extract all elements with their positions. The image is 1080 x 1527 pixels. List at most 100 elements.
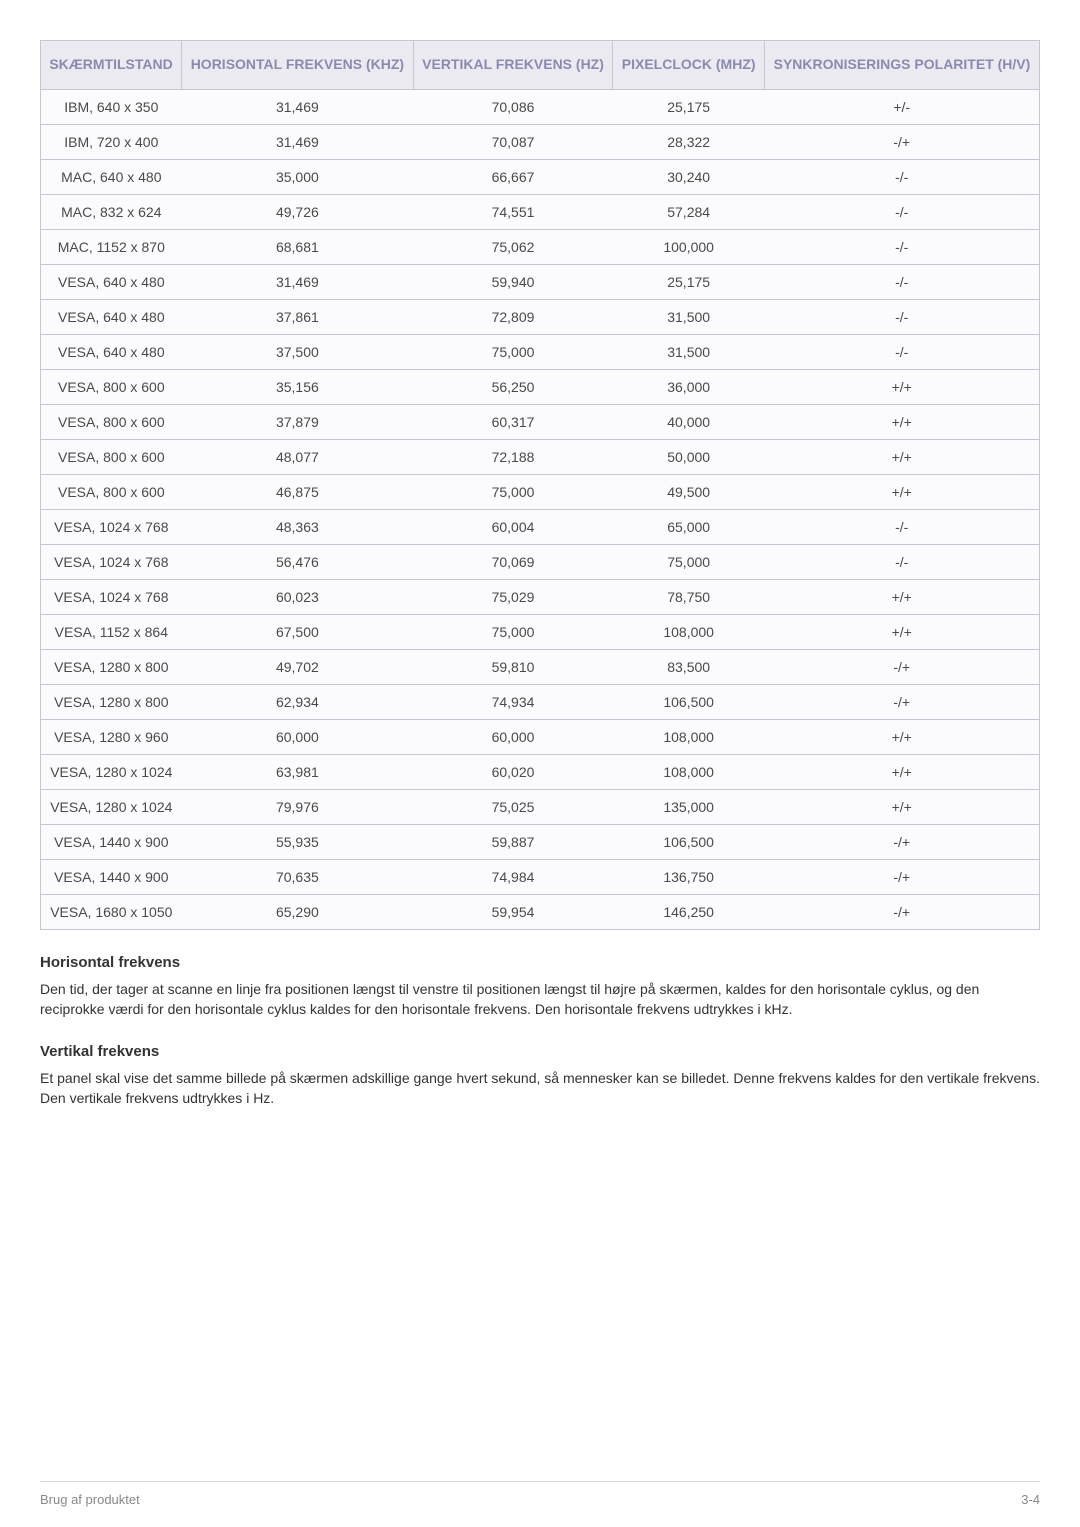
table-cell: 60,004	[413, 509, 613, 544]
table-cell: -/-	[764, 229, 1039, 264]
section-body: Et panel skal vise det samme billede på …	[40, 1068, 1040, 1109]
table-cell: -/-	[764, 299, 1039, 334]
table-cell: +/+	[764, 369, 1039, 404]
table-row: VESA, 1680 x 105065,29059,954146,250-/+	[41, 894, 1040, 929]
page-footer: Brug af produktet 3-4	[40, 1481, 1040, 1507]
table-cell: 50,000	[613, 439, 765, 474]
table-cell: VESA, 1280 x 1024	[41, 789, 182, 824]
col-header-pixelclock: PIXELCLOCK (MHZ)	[613, 41, 765, 90]
table-cell: 67,500	[182, 614, 414, 649]
table-cell: VESA, 800 x 600	[41, 369, 182, 404]
table-cell: 60,020	[413, 754, 613, 789]
table-cell: MAC, 832 x 624	[41, 194, 182, 229]
table-cell: 75,025	[413, 789, 613, 824]
table-cell: 70,086	[413, 89, 613, 124]
table-row: VESA, 1280 x 102463,98160,020108,000+/+	[41, 754, 1040, 789]
table-cell: 75,000	[413, 614, 613, 649]
table-cell: VESA, 1024 x 768	[41, 544, 182, 579]
table-cell: 25,175	[613, 264, 765, 299]
table-cell: -/-	[764, 509, 1039, 544]
table-row: VESA, 640 x 48031,46959,94025,175-/-	[41, 264, 1040, 299]
table-cell: 108,000	[613, 719, 765, 754]
col-header-vfreq: VERTIKAL FREKVENS (HZ)	[413, 41, 613, 90]
table-cell: VESA, 1680 x 1050	[41, 894, 182, 929]
table-cell: VESA, 1280 x 960	[41, 719, 182, 754]
table-cell: -/-	[764, 159, 1039, 194]
table-cell: 75,000	[413, 474, 613, 509]
table-cell: 31,469	[182, 124, 414, 159]
table-cell: 63,981	[182, 754, 414, 789]
table-cell: 59,954	[413, 894, 613, 929]
table-cell: 70,087	[413, 124, 613, 159]
table-cell: 60,000	[182, 719, 414, 754]
table-cell: 48,077	[182, 439, 414, 474]
table-cell: -/+	[764, 894, 1039, 929]
table-row: VESA, 800 x 60037,87960,31740,000+/+	[41, 404, 1040, 439]
table-cell: 31,500	[613, 299, 765, 334]
table-cell: -/-	[764, 334, 1039, 369]
table-row: VESA, 1440 x 90070,63574,984136,750-/+	[41, 859, 1040, 894]
table-cell: 136,750	[613, 859, 765, 894]
table-cell: +/+	[764, 789, 1039, 824]
table-cell: +/+	[764, 754, 1039, 789]
table-cell: 49,500	[613, 474, 765, 509]
table-cell: 56,476	[182, 544, 414, 579]
table-cell: -/-	[764, 544, 1039, 579]
table-row: VESA, 1024 x 76860,02375,02978,750+/+	[41, 579, 1040, 614]
table-cell: +/+	[764, 474, 1039, 509]
table-cell: VESA, 1024 x 768	[41, 579, 182, 614]
table-cell: 70,635	[182, 859, 414, 894]
table-row: MAC, 832 x 62449,72674,55157,284-/-	[41, 194, 1040, 229]
table-cell: -/+	[764, 124, 1039, 159]
table-cell: 30,240	[613, 159, 765, 194]
footer-right: 3-4	[1021, 1492, 1040, 1507]
table-cell: 100,000	[613, 229, 765, 264]
table-cell: 78,750	[613, 579, 765, 614]
table-row: VESA, 1152 x 86467,50075,000108,000+/+	[41, 614, 1040, 649]
table-cell: IBM, 640 x 350	[41, 89, 182, 124]
table-row: VESA, 1440 x 90055,93559,887106,500-/+	[41, 824, 1040, 859]
table-row: IBM, 720 x 40031,46970,08728,322-/+	[41, 124, 1040, 159]
table-cell: 48,363	[182, 509, 414, 544]
table-cell: 62,934	[182, 684, 414, 719]
table-cell: 74,984	[413, 859, 613, 894]
table-cell: VESA, 1024 x 768	[41, 509, 182, 544]
table-header-row: SKÆRMTILSTAND HORISONTAL FREKVENS (KHZ) …	[41, 41, 1040, 90]
table-cell: VESA, 1440 x 900	[41, 859, 182, 894]
table-cell: VESA, 800 x 600	[41, 404, 182, 439]
table-cell: VESA, 800 x 600	[41, 474, 182, 509]
table-cell: VESA, 1440 x 900	[41, 824, 182, 859]
table-cell: 25,175	[613, 89, 765, 124]
table-cell: 60,317	[413, 404, 613, 439]
table-cell: 37,879	[182, 404, 414, 439]
table-cell: 35,156	[182, 369, 414, 404]
table-cell: 37,500	[182, 334, 414, 369]
table-cell: 74,551	[413, 194, 613, 229]
table-cell: 75,000	[613, 544, 765, 579]
table-cell: 106,500	[613, 684, 765, 719]
table-cell: 108,000	[613, 614, 765, 649]
table-cell: VESA, 1280 x 1024	[41, 754, 182, 789]
table-cell: VESA, 640 x 480	[41, 299, 182, 334]
table-row: IBM, 640 x 35031,46970,08625,175+/-	[41, 89, 1040, 124]
table-cell: 74,934	[413, 684, 613, 719]
col-header-hfreq: HORISONTAL FREKVENS (KHZ)	[182, 41, 414, 90]
table-row: VESA, 1024 x 76848,36360,00465,000-/-	[41, 509, 1040, 544]
table-cell: -/-	[764, 194, 1039, 229]
table-row: VESA, 800 x 60035,15656,25036,000+/+	[41, 369, 1040, 404]
table-row: VESA, 800 x 60046,87575,00049,500+/+	[41, 474, 1040, 509]
table-cell: 72,188	[413, 439, 613, 474]
table-row: VESA, 1280 x 80062,93474,934106,500-/+	[41, 684, 1040, 719]
table-cell: 36,000	[613, 369, 765, 404]
table-cell: 37,861	[182, 299, 414, 334]
table-row: VESA, 1024 x 76856,47670,06975,000-/-	[41, 544, 1040, 579]
table-cell: 59,940	[413, 264, 613, 299]
footer-left: Brug af produktet	[40, 1492, 140, 1507]
table-cell: 108,000	[613, 754, 765, 789]
table-cell: 60,023	[182, 579, 414, 614]
table-cell: 59,810	[413, 649, 613, 684]
table-cell: 75,029	[413, 579, 613, 614]
table-cell: 57,284	[613, 194, 765, 229]
table-cell: 55,935	[182, 824, 414, 859]
table-cell: +/+	[764, 719, 1039, 754]
